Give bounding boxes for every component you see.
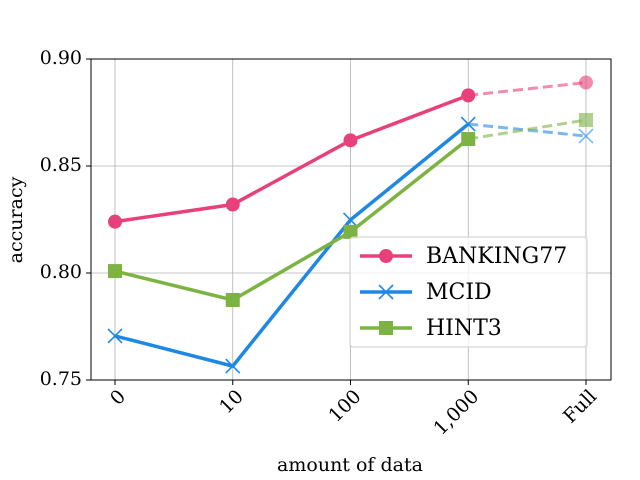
line-dashed — [468, 118, 587, 141]
line — [114, 137, 470, 302]
legend-marker — [379, 321, 393, 335]
y-tick-label: 0.85 — [40, 154, 82, 176]
line-dashed — [468, 81, 587, 97]
marker — [108, 214, 122, 229]
x-tick-label: 1,000 — [429, 386, 483, 440]
marker — [461, 132, 476, 147]
x-tick-label: 10 — [215, 386, 248, 419]
marker — [225, 358, 241, 374]
marker — [225, 292, 240, 307]
marker — [343, 224, 358, 239]
x-tick-label: 100 — [324, 386, 365, 427]
marker — [343, 133, 358, 148]
marker — [342, 212, 359, 228]
legend-box — [349, 236, 588, 348]
marker — [225, 197, 240, 212]
marker — [579, 112, 593, 127]
legend-label: BANKING77 — [426, 244, 567, 269]
x-axis-label: amount of data — [277, 454, 423, 476]
line — [114, 93, 469, 224]
marker — [579, 75, 593, 90]
line — [114, 122, 470, 369]
marker — [460, 116, 476, 132]
x-tick-label: 0 — [106, 386, 130, 410]
plot-frame — [90, 58, 612, 381]
legend-marker — [378, 284, 394, 300]
legend-marker — [379, 249, 393, 263]
legend-label: MCID — [426, 280, 492, 305]
line-dashed — [468, 122, 587, 138]
marker — [107, 328, 123, 344]
marker — [578, 128, 594, 144]
marker — [108, 264, 122, 279]
legend-label: HINT3 — [426, 316, 502, 341]
x-tick-label: Full — [559, 386, 601, 428]
y-tick-label: 0.80 — [40, 261, 82, 283]
y-tick-label: 0.90 — [40, 47, 82, 69]
y-axis-label: accuracy — [5, 176, 27, 263]
marker — [461, 88, 476, 103]
y-tick-label: 0.75 — [40, 368, 82, 390]
